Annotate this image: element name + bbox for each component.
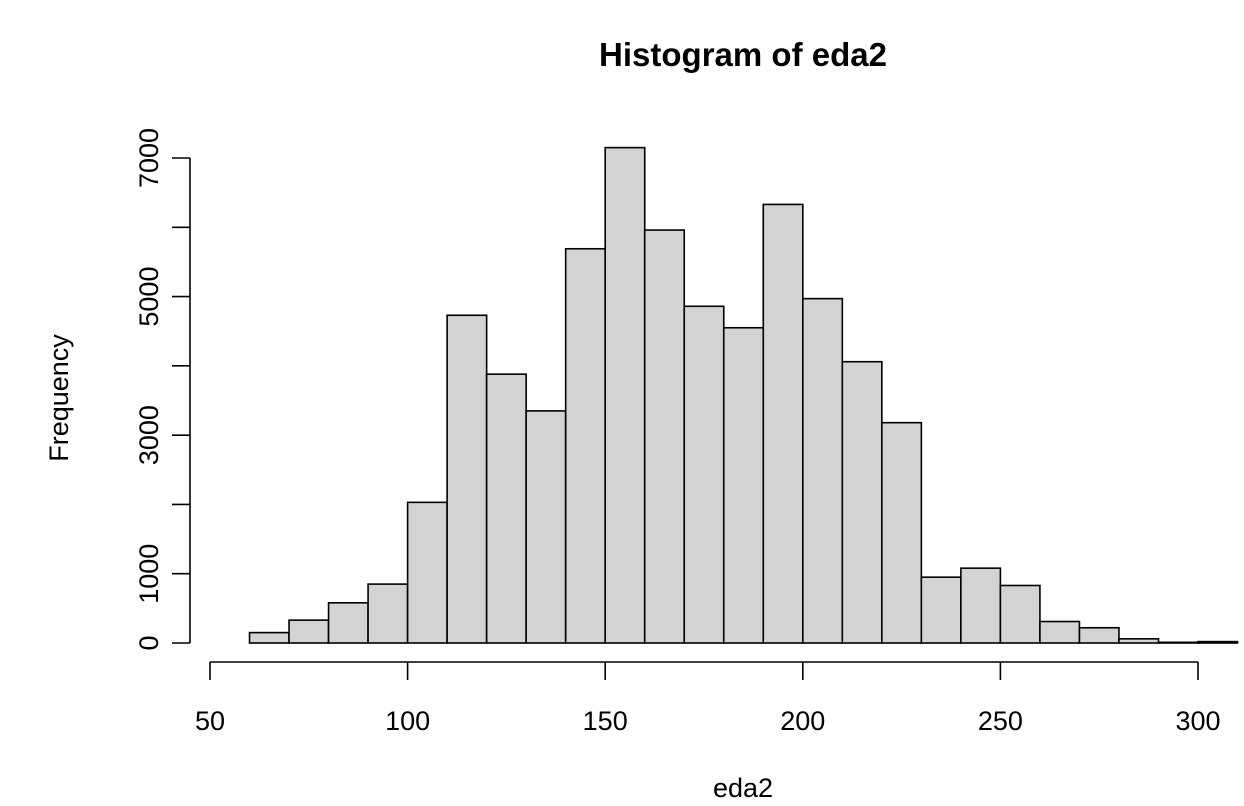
histogram-bar <box>248 631 290 644</box>
histogram-bar <box>643 229 686 644</box>
y-axis: 0 1000 3000 5000 7000 <box>134 128 191 651</box>
histogram-bar <box>1197 640 1239 644</box>
chart-title: Histogram of eda2 <box>599 36 887 73</box>
histogram-bar <box>327 602 369 644</box>
y-tick-label: 5000 <box>134 267 164 327</box>
x-tick-label: 200 <box>780 706 825 736</box>
y-tick-label: 7000 <box>134 128 164 188</box>
histogram-bar <box>446 314 488 644</box>
y-tick-label: 3000 <box>134 405 164 465</box>
y-tick-label: 1000 <box>134 544 164 604</box>
histogram-bar <box>881 421 923 644</box>
histogram-bar <box>604 146 646 644</box>
x-tick-label: 150 <box>583 706 628 736</box>
histogram-bar <box>1078 626 1120 644</box>
y-axis-label: Frequency <box>44 334 74 462</box>
histogram-bar <box>406 501 448 644</box>
histogram-bar <box>960 567 1002 644</box>
x-axis: 50 100 150 200 250 300 <box>195 661 1221 736</box>
histogram-bar <box>1157 641 1199 644</box>
histogram-bars <box>248 146 1239 644</box>
x-tick-label: 100 <box>385 706 430 736</box>
histogram-bar <box>485 373 527 644</box>
histogram-bar <box>525 410 567 644</box>
histogram-bar <box>564 247 606 644</box>
histogram-bar <box>288 619 330 644</box>
x-axis-label: eda2 <box>713 773 773 803</box>
histogram-bar <box>722 326 765 644</box>
histogram-bar <box>367 583 409 644</box>
x-tick-label: 300 <box>1175 706 1220 736</box>
histogram-bar <box>801 297 844 644</box>
histogram-bar <box>762 203 804 644</box>
histogram-bar <box>683 305 725 644</box>
x-tick-label: 50 <box>195 706 225 736</box>
histogram-bar <box>1039 620 1081 644</box>
histogram-bar <box>999 584 1041 644</box>
histogram-bar <box>920 576 962 644</box>
histogram-bar <box>841 360 883 644</box>
y-tick-label: 0 <box>134 635 164 650</box>
histogram-bar <box>1118 638 1160 644</box>
x-tick-label: 250 <box>978 706 1023 736</box>
